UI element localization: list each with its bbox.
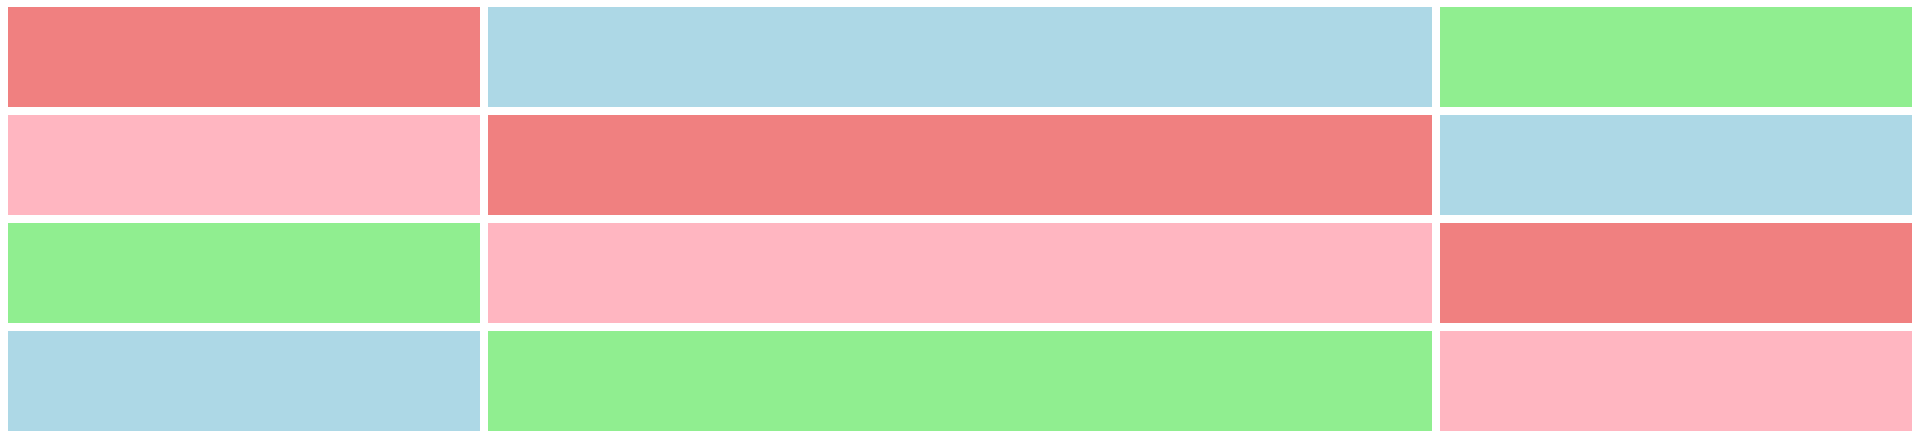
color-tile-light-green <box>8 223 480 323</box>
color-tile-light-blue <box>1440 115 1912 215</box>
color-tile-light-green <box>1440 7 1912 107</box>
color-tile-coral <box>8 7 480 107</box>
color-tile-coral <box>488 115 1432 215</box>
color-tile-pink <box>488 223 1432 323</box>
color-tile-pink <box>8 115 480 215</box>
color-tile-grid <box>8 7 1912 431</box>
color-tile-pink <box>1440 331 1912 431</box>
color-tile-light-blue <box>488 7 1432 107</box>
color-tile-light-green <box>488 331 1432 431</box>
color-tile-light-blue <box>8 331 480 431</box>
color-tile-coral <box>1440 223 1912 323</box>
